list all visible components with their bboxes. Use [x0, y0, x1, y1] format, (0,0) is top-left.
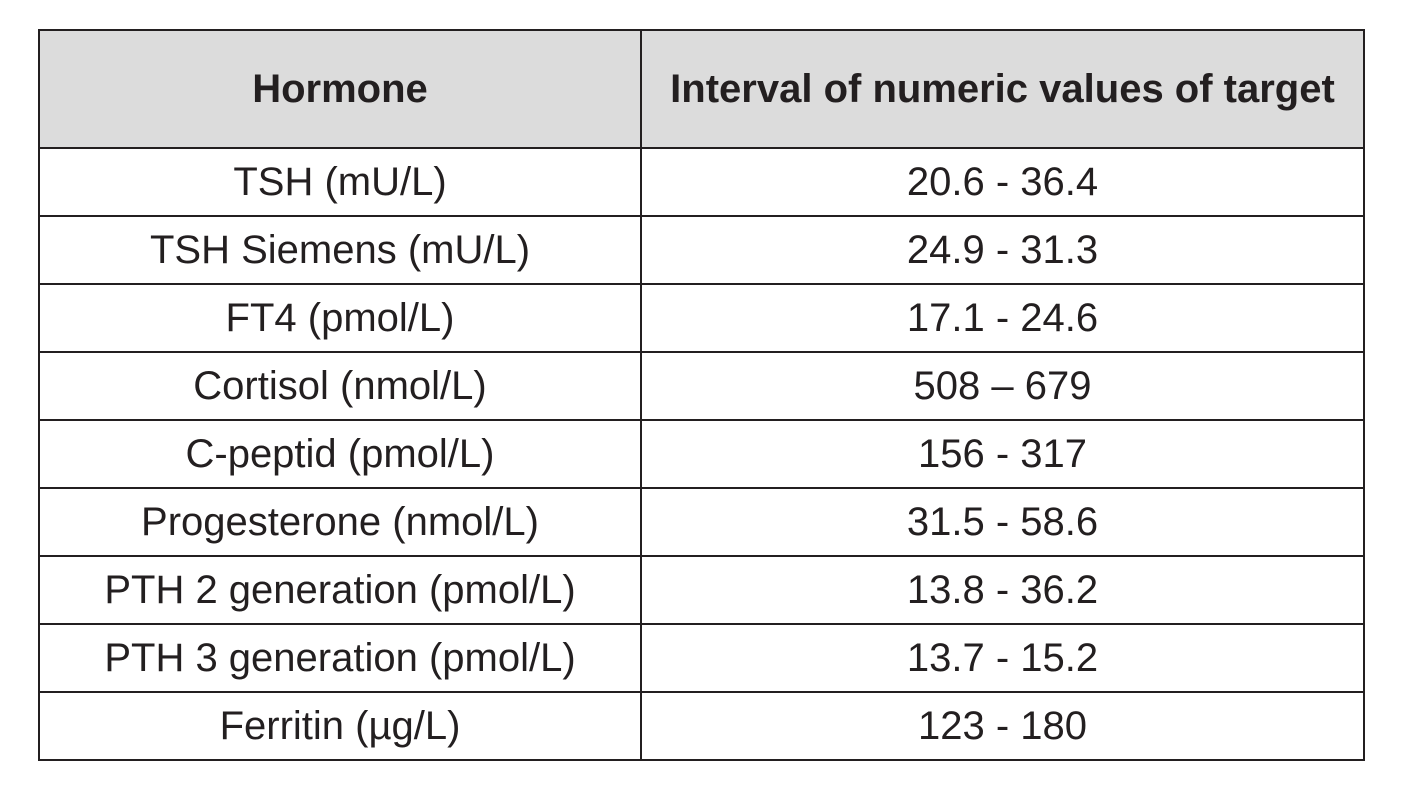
hormone-cell: TSH (mU/L) — [38, 147, 642, 217]
hormone-cell: PTH 2 generation (pmol/L) — [38, 555, 642, 625]
table-row: C-peptid (pmol/L) 156 - 317 — [38, 419, 1365, 489]
header-row: Hormone Interval of numeric values of ta… — [38, 29, 1365, 149]
header-interval: Interval of numeric values of target — [640, 29, 1365, 149]
hormone-cell: Ferritin (µg/L) — [38, 691, 642, 761]
table-body: TSH (mU/L) 20.6 - 36.4 TSH Siemens (mU/L… — [38, 147, 1365, 761]
hormone-target-table: Hormone Interval of numeric values of ta… — [38, 29, 1365, 761]
interval-cell: 123 - 180 — [640, 691, 1365, 761]
interval-cell: 24.9 - 31.3 — [640, 215, 1365, 285]
hormone-cell: TSH Siemens (mU/L) — [38, 215, 642, 285]
interval-cell: 31.5 - 58.6 — [640, 487, 1365, 557]
interval-cell: 508 – 679 — [640, 351, 1365, 421]
table-row: PTH 3 generation (pmol/L) 13.7 - 15.2 — [38, 623, 1365, 693]
table-header: Hormone Interval of numeric values of ta… — [38, 29, 1365, 149]
header-hormone: Hormone — [38, 29, 642, 149]
hormone-cell: Cortisol (nmol/L) — [38, 351, 642, 421]
interval-cell: 156 - 317 — [640, 419, 1365, 489]
table-row: TSH Siemens (mU/L) 24.9 - 31.3 — [38, 215, 1365, 285]
hormone-cell: Progesterone (nmol/L) — [38, 487, 642, 557]
interval-cell: 17.1 - 24.6 — [640, 283, 1365, 353]
hormone-cell: C-peptid (pmol/L) — [38, 419, 642, 489]
hormone-cell: FT4 (pmol/L) — [38, 283, 642, 353]
interval-cell: 13.7 - 15.2 — [640, 623, 1365, 693]
hormone-cell: PTH 3 generation (pmol/L) — [38, 623, 642, 693]
table-row: Progesterone (nmol/L) 31.5 - 58.6 — [38, 487, 1365, 557]
table-row: Cortisol (nmol/L) 508 – 679 — [38, 351, 1365, 421]
table-row: PTH 2 generation (pmol/L) 13.8 - 36.2 — [38, 555, 1365, 625]
table-row: Ferritin (µg/L) 123 - 180 — [38, 691, 1365, 761]
table-row: TSH (mU/L) 20.6 - 36.4 — [38, 147, 1365, 217]
interval-cell: 13.8 - 36.2 — [640, 555, 1365, 625]
table-row: FT4 (pmol/L) 17.1 - 24.6 — [38, 283, 1365, 353]
interval-cell: 20.6 - 36.4 — [640, 147, 1365, 217]
